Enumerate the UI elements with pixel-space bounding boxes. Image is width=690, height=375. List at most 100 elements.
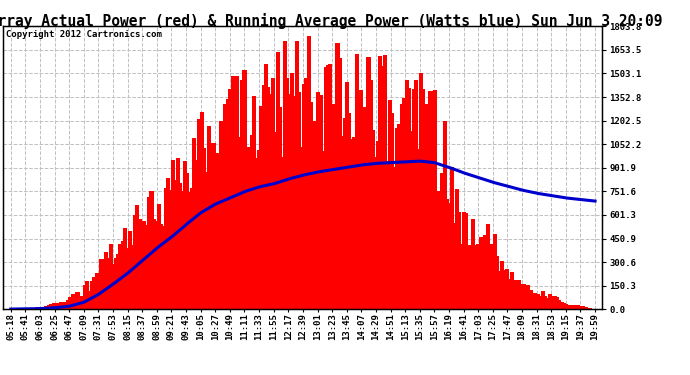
Bar [121,241,125,309]
Bar [101,259,106,309]
Bar [204,172,208,309]
Bar [44,306,48,309]
Bar [364,112,368,309]
Bar [255,158,259,309]
Bar [283,41,287,309]
Bar [469,252,473,309]
Bar [464,213,469,309]
Bar [533,293,538,309]
Bar [61,302,66,309]
Bar [553,296,557,309]
Bar [273,132,277,309]
Bar [386,161,390,309]
Bar [366,57,371,309]
Bar [376,141,380,309]
Bar [531,293,535,309]
Bar [142,220,146,309]
Bar [562,303,566,309]
Bar [326,64,330,309]
Bar [426,144,430,309]
Bar [335,42,339,309]
Bar [524,290,528,309]
Bar [391,113,395,309]
Bar [509,272,513,309]
Bar [431,94,435,309]
Bar [460,244,464,309]
Bar [124,228,127,309]
Bar [369,80,373,309]
Bar [159,224,163,309]
Bar [584,307,588,309]
Bar [566,304,571,309]
Bar [264,64,268,309]
Bar [495,256,500,309]
Bar [538,296,542,309]
Bar [185,174,189,309]
Bar [52,303,56,309]
Bar [317,92,320,309]
Bar [35,308,39,309]
Bar [230,76,235,309]
Bar [161,226,166,309]
Bar [450,167,454,309]
Bar [457,212,461,309]
Bar [119,243,123,309]
Bar [180,191,184,309]
Bar [343,118,346,309]
Bar [228,89,233,309]
Bar [147,197,151,309]
Bar [340,136,344,309]
Bar [407,88,411,309]
Bar [211,143,215,309]
Bar [373,157,377,309]
Bar [157,204,161,309]
Bar [178,183,182,309]
Bar [171,160,175,309]
Bar [37,308,41,309]
Bar [440,173,444,309]
Bar [262,84,266,309]
Bar [145,225,149,309]
Bar [30,308,34,309]
Bar [497,271,502,309]
Bar [297,92,302,309]
Bar [240,80,244,309]
Bar [345,82,349,309]
Bar [483,235,487,309]
Bar [245,166,249,309]
Bar [193,138,197,309]
Bar [500,261,504,309]
Bar [83,285,87,309]
Bar [130,245,135,309]
Bar [393,167,397,309]
Bar [90,280,94,309]
Bar [589,308,592,309]
Bar [397,124,402,309]
Bar [455,189,459,309]
Bar [505,269,509,309]
Bar [49,304,53,309]
Bar [252,96,256,309]
Bar [381,66,385,309]
Bar [471,219,475,309]
Bar [433,90,437,309]
Bar [481,247,485,309]
Bar [586,308,590,309]
Bar [290,73,294,309]
Bar [150,191,153,309]
Bar [114,258,118,309]
Bar [514,280,518,309]
Bar [479,237,482,309]
Bar [293,96,297,309]
Bar [281,158,285,309]
Bar [266,87,270,309]
Bar [190,188,194,309]
Bar [250,135,254,309]
Bar [422,89,426,309]
Bar [59,302,63,309]
Bar [574,306,578,309]
Bar [517,280,521,309]
Bar [319,95,323,309]
Bar [166,178,170,309]
Bar [555,297,559,309]
